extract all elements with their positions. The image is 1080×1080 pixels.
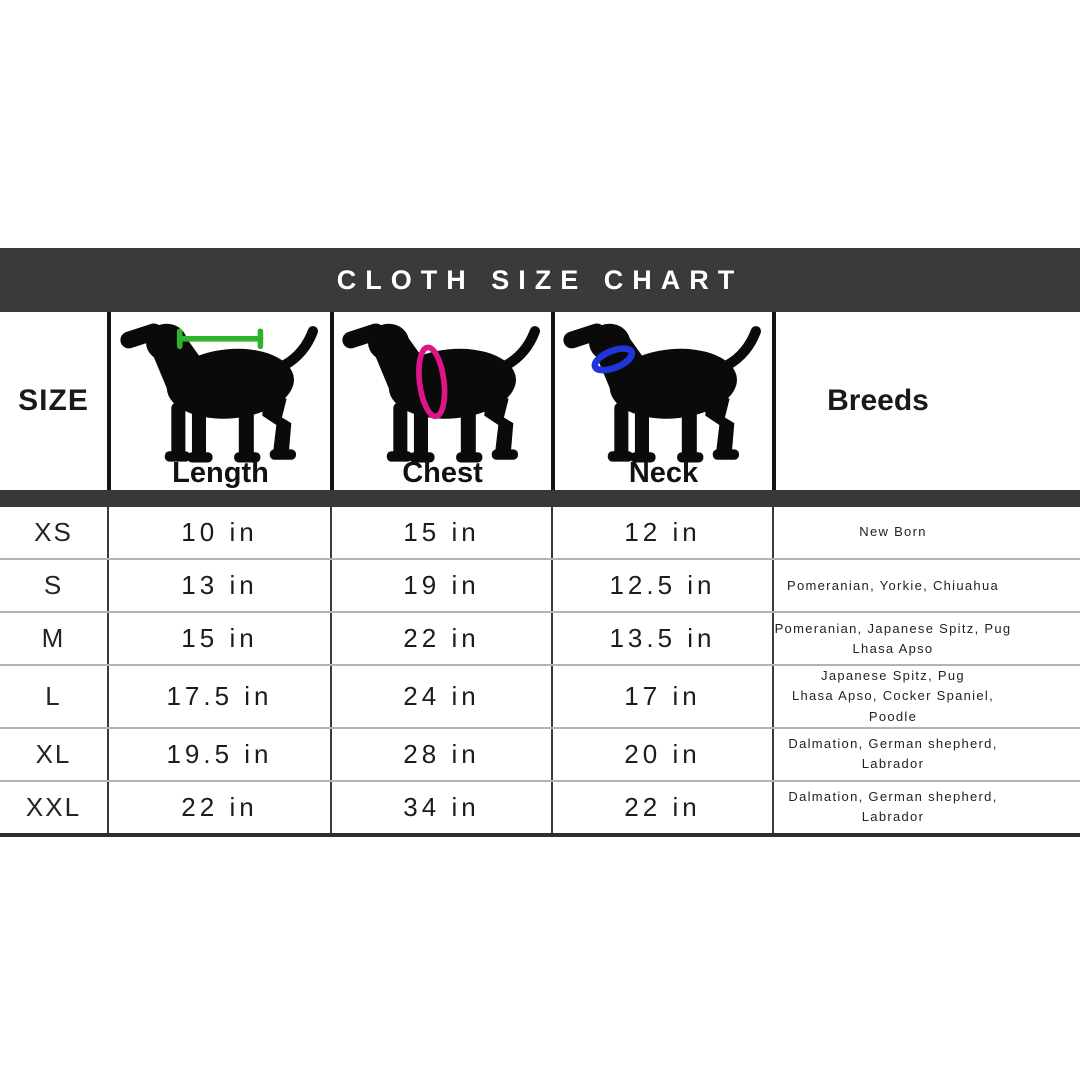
length-value: 15 in: [107, 613, 330, 665]
chest-value-text: 19 in: [403, 570, 480, 601]
chest-value-text: 22 in: [403, 623, 480, 654]
length-value: 17.5 in: [107, 666, 330, 727]
neck-value-text: 13.5 in: [609, 623, 716, 654]
row-size-label: XXL: [0, 782, 107, 833]
chest-value: 34 in: [330, 781, 551, 833]
neck-value-text: 12 in: [624, 517, 701, 548]
breeds-value-text: Pomeranian, Yorkie, Chiuahua: [786, 577, 1000, 593]
length-column-header: Length: [107, 312, 330, 490]
size-column-header: SIZE: [0, 312, 107, 490]
length-value-text: 15 in: [181, 623, 258, 654]
row-size-label-text: L: [45, 681, 62, 712]
row-size-label: XS: [0, 507, 107, 558]
length-header-label: Length: [172, 457, 269, 489]
header-separator: [0, 490, 1080, 507]
row-size-label: M: [0, 613, 107, 664]
breeds-value-text: Dalmation, German shepherd, Labrador: [788, 736, 998, 772]
breeds-value: Japanese Spitz, Pug Lhasa Apso, Cocker S…: [772, 666, 1080, 727]
length-value-text: 10 in: [181, 517, 258, 548]
chest-value-text: 28 in: [403, 738, 480, 769]
breeds-value: Dalmation, German shepherd, Labrador: [772, 728, 1080, 780]
table-row: S 13 in 19 in 12.5 in Pomeranian, Yorkie, Ch…: [0, 560, 1080, 614]
breeds-column-header: Breeds: [772, 312, 1080, 490]
row-size-label: S: [0, 560, 107, 611]
neck-value-text: 12.5 in: [609, 570, 716, 601]
chest-value-text: 24 in: [403, 681, 480, 712]
neck-value: 12 in: [551, 507, 772, 559]
neck-value-text: 20 in: [624, 738, 701, 769]
row-size-label-text: XXL: [25, 791, 82, 822]
title-bar: CLOTH SIZE CHART: [0, 248, 1080, 312]
breeds-value-text: New Born: [859, 524, 927, 540]
chart-title: CLOTH SIZE CHART: [336, 264, 744, 295]
length-value: 10 in: [107, 507, 330, 559]
neck-value-text: 22 in: [624, 791, 701, 822]
chest-value: 28 in: [330, 728, 551, 780]
chest-value-text: 15 in: [403, 517, 480, 548]
row-size-label-text: S: [43, 570, 64, 601]
breeds-value-text: Pomeranian, Japanese Spitz, Pug Lhasa Ap…: [774, 620, 1012, 656]
row-size-label: XL: [0, 729, 107, 780]
size-header-label: SIZE: [18, 384, 89, 417]
breeds-value: Pomeranian, Japanese Spitz, Pug Lhasa Ap…: [772, 613, 1080, 665]
row-size-label-text: XS: [34, 517, 73, 548]
breeds-value: New Born: [772, 507, 1080, 559]
row-size-label: L: [0, 666, 107, 726]
breeds-value: Dalmation, German shepherd, Labrador: [772, 781, 1080, 833]
dog-neck-icon: [560, 320, 768, 470]
chest-column-header: Chest: [330, 312, 551, 490]
breeds-value-text: Japanese Spitz, Pug Lhasa Apso, Cocker S…: [791, 668, 995, 724]
row-size-label-text: M: [41, 623, 66, 654]
table-row: XL 19.5 in 28 in 20 in Dalmation, German she…: [0, 728, 1080, 782]
chest-value: 22 in: [330, 613, 551, 665]
chest-value: 24 in: [330, 666, 551, 727]
length-value-text: 22 in: [181, 791, 258, 822]
dog-length-icon: [117, 320, 325, 470]
length-value-text: 17.5 in: [166, 681, 273, 712]
neck-value: 17 in: [551, 666, 772, 727]
dog-chest-icon: [339, 320, 547, 470]
table-row: L 17.5 in 24 in 17 in Japanese Spitz, Pug Lh…: [0, 666, 1080, 729]
table-row: XS 10 in 15 in 12 in New Born: [0, 507, 1080, 561]
neck-column-header: Neck: [551, 312, 772, 490]
chest-value-text: 34 in: [403, 791, 480, 822]
row-size-label-text: XL: [35, 738, 72, 769]
chest-value: 15 in: [330, 507, 551, 559]
neck-value: 13.5 in: [551, 613, 772, 665]
length-value-text: 19.5 in: [166, 738, 273, 769]
neck-header-label: Neck: [628, 457, 699, 489]
neck-value-text: 17 in: [624, 681, 701, 712]
neck-value: 20 in: [551, 728, 772, 780]
breeds-value: Pomeranian, Yorkie, Chiuahua: [772, 560, 1080, 612]
length-value-text: 13 in: [181, 570, 258, 601]
neck-value: 22 in: [551, 781, 772, 833]
chest-header-label: Chest: [402, 457, 483, 489]
length-value: 13 in: [107, 560, 330, 612]
table-row: M 15 in 22 in 13.5 in Pomeranian, Japanese S…: [0, 613, 1080, 667]
chest-value: 19 in: [330, 560, 551, 612]
length-value: 19.5 in: [107, 728, 330, 780]
table-header-row: SIZE Length Chest: [0, 312, 1080, 490]
breeds-value-text: Dalmation, German shepherd, Labrador: [788, 789, 998, 825]
table-body: XS 10 in 15 in 12 in New Born S 13 in 19 in 12.5…: [0, 507, 1080, 837]
neck-value: 12.5 in: [551, 560, 772, 612]
breeds-header-label: Breeds: [827, 384, 929, 417]
length-value: 22 in: [107, 781, 330, 833]
table-row: XXL 22 in 34 in 22 in Dalmation, German shep…: [0, 781, 1080, 833]
